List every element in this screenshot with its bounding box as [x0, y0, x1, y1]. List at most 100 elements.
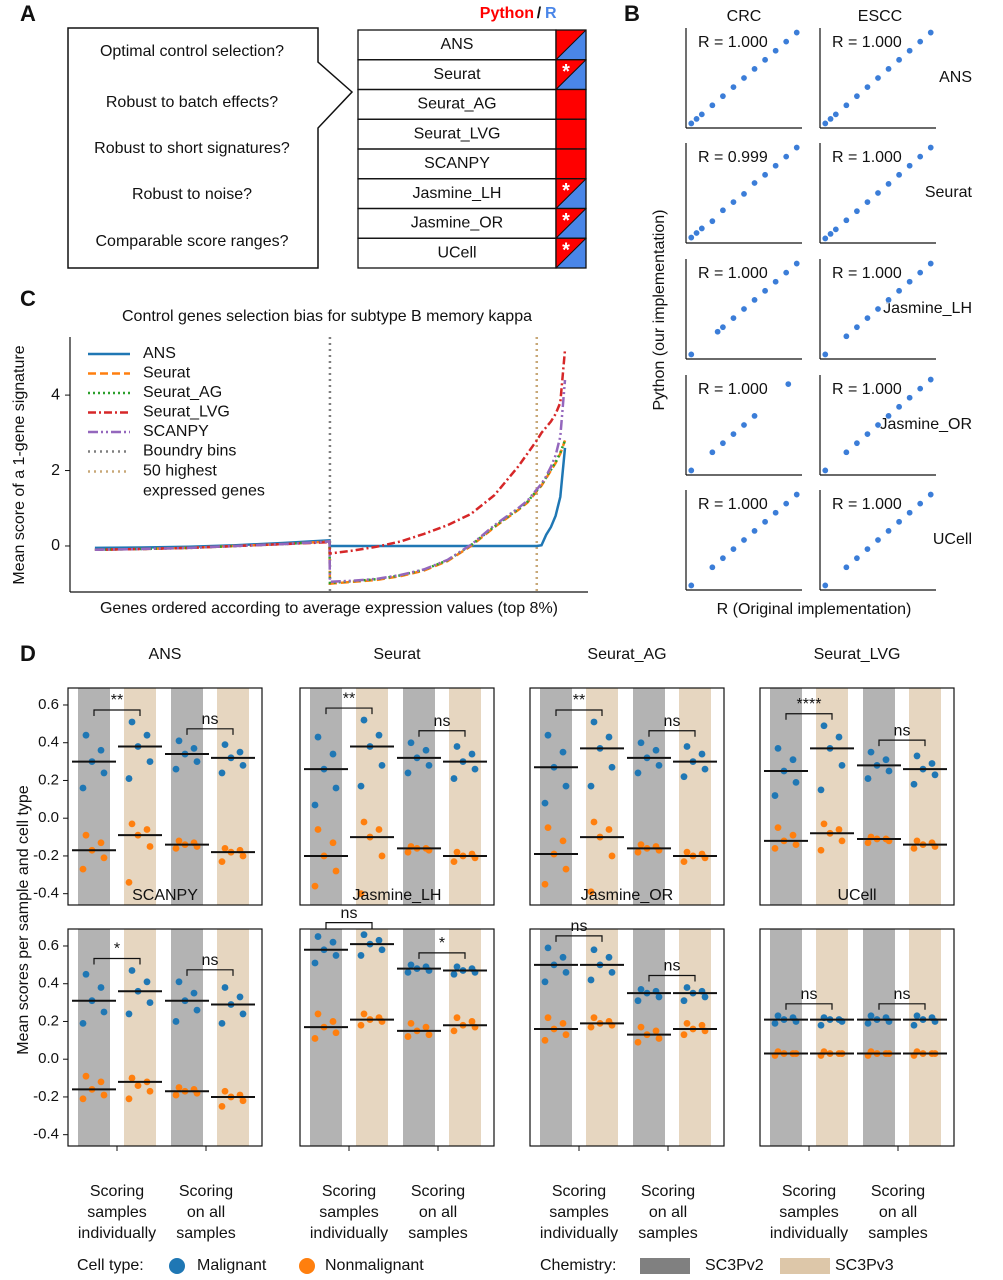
scatter-point [782, 500, 790, 508]
plot-frame [299, 687, 495, 906]
significance-bracket [785, 1003, 833, 1010]
plot-frame [759, 687, 955, 906]
scatter-point [698, 224, 706, 232]
y-tick-label: -0.4 [33, 1126, 59, 1143]
scatter-point [927, 491, 935, 499]
sample-point [683, 743, 691, 750]
chemistry-band [909, 929, 941, 1146]
scatter-point [853, 323, 861, 331]
scatter-point [740, 305, 748, 313]
sample-point [329, 839, 337, 847]
group-label: Scoring [179, 1183, 233, 1200]
sample-point [175, 978, 183, 986]
legend-label: Seurat [143, 365, 191, 382]
legend-swatch [640, 1258, 690, 1274]
chart-title: Control genes selection bias for subtype… [122, 308, 532, 325]
sample-point [332, 784, 340, 792]
sample-point [172, 1091, 180, 1099]
y-tick-label: -0.4 [33, 885, 59, 902]
sample-point [311, 1035, 319, 1042]
sample-point [838, 761, 846, 769]
plot-frame [529, 687, 725, 906]
sample-point [541, 978, 549, 986]
scatter-point [740, 190, 748, 198]
correlation-annotation: R = 0.999 [698, 149, 768, 166]
scatter-point [719, 92, 727, 100]
sample-point [190, 989, 198, 997]
scatter-point [827, 115, 835, 123]
significance-bracket [878, 739, 926, 747]
availability-cell [555, 237, 587, 269]
column-title: CRC [727, 8, 762, 25]
sample-point [82, 731, 90, 739]
sample-point [634, 848, 642, 856]
sample-point [559, 1019, 567, 1027]
significance-bracket [648, 974, 696, 982]
group-label: individually [310, 1225, 388, 1242]
significance-label: ns [341, 905, 358, 922]
sample-point [637, 985, 645, 993]
sample-point [97, 839, 105, 847]
scatter-point [842, 448, 850, 456]
sample-point [172, 1018, 180, 1025]
sample-point [422, 1023, 430, 1031]
y-tick-label: 0.2 [38, 771, 59, 788]
scatter-point [761, 518, 769, 526]
sample-point [587, 888, 595, 896]
panel-label: C [20, 286, 36, 311]
method-name: Seurat_LVG [414, 125, 501, 142]
significance-label: ns [571, 918, 588, 935]
significance-label: ns [202, 711, 219, 728]
sample-point [329, 938, 337, 946]
chart-title: Jasmine_OR [581, 887, 673, 904]
scatter-point [793, 491, 801, 499]
scatter-point [687, 466, 695, 474]
sample-point [634, 769, 642, 777]
scatter-point [832, 225, 840, 233]
y-axis-label: Python (our implementation) [651, 210, 668, 411]
sample-point [838, 837, 846, 845]
chart-title: Jasmine_LH [353, 887, 442, 904]
legend-label: SC3Pv3 [835, 1257, 894, 1274]
sample-point [655, 761, 663, 769]
sample-point [789, 831, 797, 839]
sample-point [357, 952, 365, 959]
group-label: Scoring [871, 1183, 925, 1200]
scatter-point [842, 216, 850, 224]
sample-point [771, 844, 779, 852]
diagonal [555, 59, 587, 90]
scatter-point [751, 179, 759, 187]
scatter-point [853, 439, 861, 447]
sample-point [407, 961, 415, 969]
sample-point [634, 997, 642, 1005]
sample-point [218, 769, 226, 777]
sample-point [125, 1010, 133, 1018]
sample-point [425, 761, 433, 769]
sample-point [172, 765, 180, 773]
sample-point [378, 852, 386, 860]
chemistry-band [217, 688, 249, 905]
legend-label: expressed genes [143, 483, 265, 500]
sample-point [314, 933, 322, 940]
sample-point [559, 748, 567, 756]
sample-point [698, 1021, 706, 1029]
scatter-point [772, 509, 780, 517]
sample-point [79, 1019, 87, 1027]
y-tick-label: -0.2 [33, 1088, 59, 1105]
sample-point [468, 750, 476, 758]
legend-label: SCANPY [143, 423, 209, 440]
sample-point [864, 775, 872, 782]
scatter-point [793, 29, 801, 37]
sample-point [146, 999, 154, 1006]
scatter-point [874, 421, 882, 429]
sample-point [913, 752, 921, 760]
significance-label: ** [343, 690, 355, 707]
method-name: ANS [441, 36, 474, 53]
scatter-point [885, 180, 893, 188]
header-slash: / [537, 5, 542, 22]
sample-point [835, 733, 843, 741]
legend-swatch [780, 1258, 830, 1274]
significance-label: **** [797, 696, 822, 713]
sample-point [134, 1082, 142, 1090]
